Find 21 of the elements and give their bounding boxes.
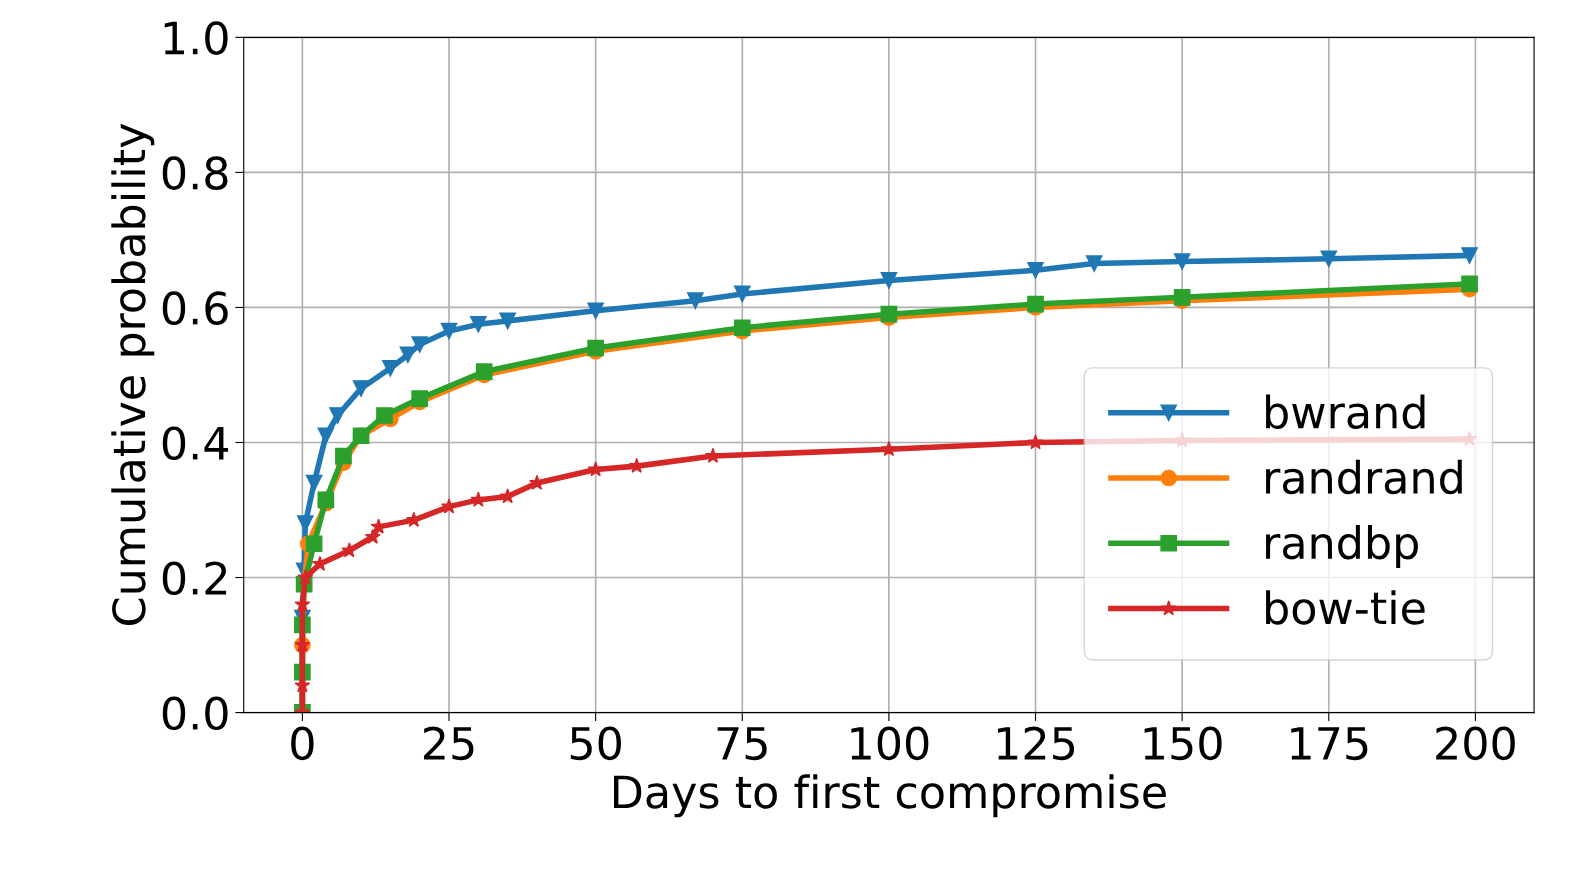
y-tick-label: 0.2: [162, 561, 227, 596]
legend-label: randrand: [1266, 459, 1462, 495]
x-tick-label: 25: [423, 726, 474, 761]
x-tick-label: 0: [291, 726, 314, 761]
x-tick-label: 200: [1436, 726, 1515, 761]
x-axis-title: Days to first compromise: [614, 774, 1166, 818]
legend-label: bow-tie: [1266, 590, 1425, 625]
x-tick-label: 50: [570, 726, 621, 761]
x-tick-label: 100: [851, 726, 929, 761]
x-tick-label: 150: [1144, 726, 1222, 761]
x-tick-label: 125: [997, 726, 1075, 761]
y-tick-label: 0.4: [162, 426, 229, 461]
x-tick-label: 175: [1291, 727, 1368, 761]
legend-label: bwrand: [1266, 394, 1425, 429]
y-tick-label: 0.6: [162, 291, 228, 325]
y-tick-label: 0.8: [162, 156, 228, 190]
y-tick-label: 0.0: [162, 696, 228, 731]
legend-label: randbp: [1266, 525, 1418, 569]
x-tick-label: 75: [717, 727, 767, 761]
y-tick-label: 1.0: [164, 21, 228, 55]
y-axis-title: Cumulative probability: [111, 123, 155, 625]
